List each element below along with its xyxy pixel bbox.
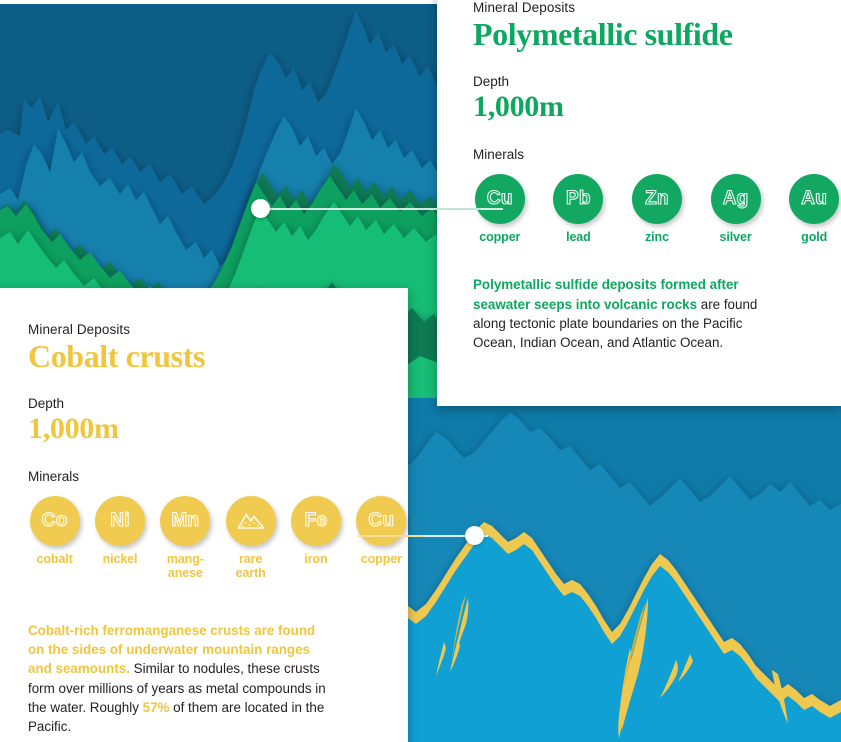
leader-line-cobalt-inner — [358, 535, 424, 537]
cobalt-description-stat: 57% — [142, 699, 170, 715]
mineral-chip-nickel[interactable]: Ni nickel — [93, 495, 146, 582]
mineral-chip-zinc[interactable]: Zn zinc — [630, 173, 684, 245]
sulfide-description: Polymetallic sulfide deposits formed aft… — [473, 275, 788, 352]
chip-symbol-mn: Mn — [171, 510, 200, 532]
cobalt-title: Cobalt crusts — [28, 337, 206, 374]
chip-circle-rare-earth — [225, 495, 276, 546]
panel-polymetallic-sulfide: Mineral Deposits Polymetallic sulfide De… — [437, 0, 841, 406]
leader-line-sulfide — [258, 208, 503, 210]
sulfide-kicker: Mineral Deposits — [473, 0, 576, 15]
chip-symbol-ni: Ni — [110, 510, 130, 532]
mineral-chip-manganese[interactable]: Mn mang- anese — [159, 495, 212, 582]
cobalt-minerals-row: Co cobalt Ni nickel Mn mang- anese — [28, 495, 408, 582]
chip-label-silver: silver — [719, 229, 752, 244]
chip-label-manganese: mang- anese — [166, 551, 204, 581]
chip-symbol-ag: Ag — [722, 188, 749, 210]
chip-symbol-co: Co — [41, 510, 68, 532]
cobalt-description-rest2: of them are located in the Pacific. — [28, 699, 325, 734]
marker-dot-sulfide[interactable] — [251, 199, 270, 218]
panel-cobalt-crusts: Mineral Deposits Cobalt crusts Depth 1,0… — [0, 288, 408, 742]
chip-label-nickel: nickel — [102, 551, 138, 566]
sulfide-depth-label: Depth — [473, 74, 510, 90]
mineral-chip-lead[interactable]: Pb lead — [552, 173, 606, 245]
mountain-ore-icon — [236, 506, 266, 536]
cobalt-depth-label: Depth — [28, 396, 65, 412]
sulfide-title: Polymetallic sulfide — [473, 15, 733, 52]
cobalt-minerals-label: Minerals — [28, 469, 80, 485]
chip-circle-fe: Fe — [290, 495, 341, 546]
mineral-chip-copper[interactable]: Cu copper — [473, 173, 527, 245]
cobalt-description: Cobalt-rich ferromanganese crusts are fo… — [28, 621, 328, 736]
mineral-chip-rare-earth[interactable]: rare earth — [224, 495, 277, 582]
cobalt-depth-value: 1,000m — [28, 411, 119, 445]
chip-label-copper: copper — [479, 229, 521, 244]
chip-circle-cu: Cu — [474, 173, 525, 224]
chip-label-cobalt: cobalt — [36, 551, 73, 566]
chip-symbol-pb: Pb — [566, 188, 592, 210]
chip-symbol-au: Au — [801, 188, 828, 210]
chip-symbol-fe: Fe — [304, 510, 328, 532]
mineral-chip-silver[interactable]: Ag silver — [709, 173, 763, 245]
chip-circle-ni: Ni — [94, 495, 145, 546]
chip-label-iron: iron — [304, 551, 328, 566]
chip-circle-cu-cobalt: Cu — [356, 495, 407, 546]
sulfide-description-rest: are found along tectonic plate boundarie… — [473, 296, 758, 350]
mineral-chip-copper-cobalt[interactable]: Cu copper — [355, 495, 408, 582]
chip-label-lead: lead — [566, 229, 591, 244]
chip-symbol-cu: Cu — [486, 188, 513, 210]
cobalt-description-highlight: Cobalt-rich ferromanganese crusts are fo… — [28, 623, 316, 677]
marker-dot-cobalt[interactable] — [465, 526, 484, 545]
mineral-chip-cobalt[interactable]: Co cobalt — [28, 495, 81, 582]
cobalt-kicker: Mineral Deposits — [28, 322, 131, 337]
chip-circle-zn: Zn — [631, 173, 682, 224]
chip-label-gold: gold — [801, 229, 828, 244]
chip-circle-pb: Pb — [553, 173, 604, 224]
mineral-chip-iron[interactable]: Fe iron — [289, 495, 342, 582]
cobalt-description-rest1: Similar to nodules, these crusts form ov… — [28, 661, 326, 715]
chip-circle-mn: Mn — [160, 495, 211, 546]
chip-symbol-cu-cobalt: Cu — [368, 510, 395, 532]
sulfide-minerals-row: Cu copper Pb lead Zn zinc — [473, 173, 841, 245]
mineral-chip-gold[interactable]: Au gold — [787, 173, 841, 245]
chip-circle-ag: Ag — [710, 173, 761, 224]
sulfide-minerals-label: Minerals — [473, 147, 525, 163]
sulfide-depth-value: 1,000m — [473, 89, 564, 123]
sulfide-description-highlight: Polymetallic sulfide deposits formed aft… — [473, 277, 739, 312]
chip-circle-co: Co — [29, 495, 80, 546]
chip-symbol-zn: Zn — [645, 188, 670, 210]
chip-circle-au: Au — [789, 173, 840, 224]
chip-label-copper-cobalt: copper — [360, 551, 402, 566]
seamount-cobalt-crust-illustration — [400, 398, 841, 742]
chip-label-zinc: zinc — [645, 229, 669, 244]
chip-label-rare-earth: rare earth — [235, 551, 266, 581]
leader-line-sulfide-inner — [437, 208, 481, 210]
